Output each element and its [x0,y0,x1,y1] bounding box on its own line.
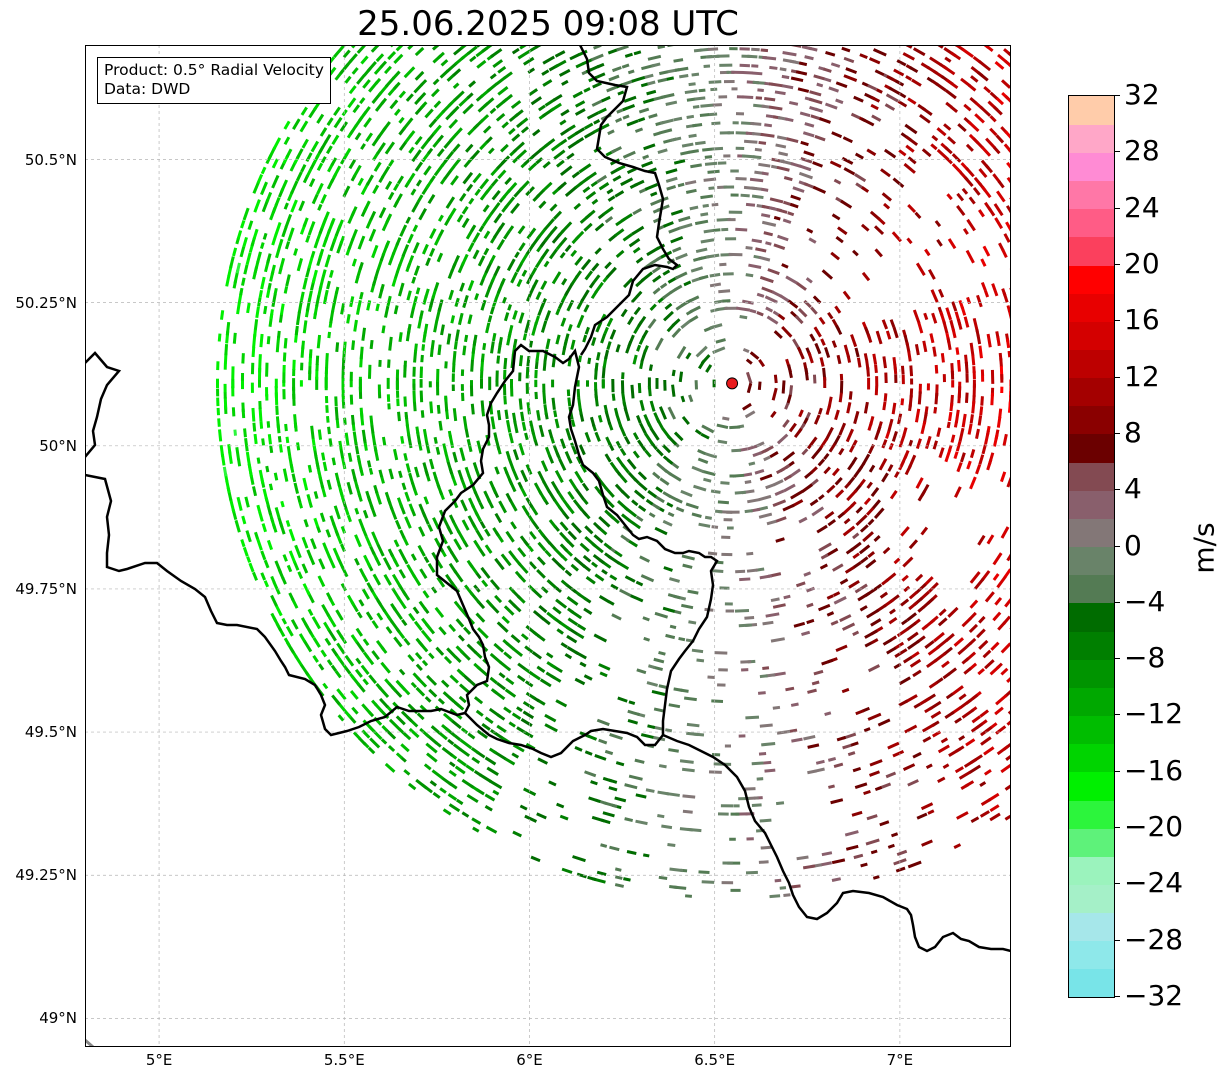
colorbar-segment [1069,856,1114,885]
colorbar-segment [1069,602,1114,632]
border-line-west-tail [85,1038,94,1047]
lat-tick-label: 49.5°N [24,723,77,742]
colorbar-segment [1069,490,1114,519]
colorbar-segment [1069,771,1114,801]
colorbar-tick-label: −32 [1124,979,1184,1012]
border-line-lux-south [464,712,664,759]
colorbar-segment [1069,208,1114,238]
colorbar-tick-label: 12 [1124,359,1160,393]
colorbar-tick-mark [1114,545,1120,547]
colorbar-segment [1069,349,1114,379]
colorbar-segment [1069,940,1114,970]
colorbar-tick-label: 20 [1124,246,1160,280]
colorbar-tick-label: 28 [1124,134,1160,168]
colorbar-tick-mark [1114,714,1120,716]
colorbar-tick-label: −4 [1124,584,1166,618]
radar-map-canvas [85,45,1011,1047]
colorbar-tick-mark [1114,770,1120,772]
data-source-label: Data: DWD [104,80,191,98]
colorbar-segment [1069,546,1114,576]
lon-tick-label: 7°E [886,1051,914,1069]
colorbar-tick-label: 4 [1124,472,1142,506]
colorbar-segment [1069,518,1114,548]
colorbar-segment [1069,828,1114,857]
lat-tick-label: 50.5°N [24,150,77,169]
colorbar-tick-mark [1114,883,1120,885]
radar-site-layer [726,377,739,390]
colorbar-tick-label: 8 [1124,415,1142,449]
colorbar-tick-label: 0 [1124,528,1142,562]
colorbar-tick-label: −28 [1124,922,1184,956]
colorbar-tick-mark [1114,320,1120,322]
country-borders [85,45,1011,1047]
lat-tick-label: 50.25°N [15,293,77,312]
colorbar-tick-label: −16 [1124,753,1184,787]
colorbar-tick-mark [1114,601,1120,603]
graticule [85,45,1011,1047]
colorbar-tick-mark [1114,263,1120,265]
radial-velocity-layer [216,45,1011,899]
colorbar-segment [1069,377,1114,407]
colorbar-segment [1069,264,1114,294]
colorbar-tick-label: 24 [1124,190,1160,224]
lon-tick-label: 5°E [145,1051,173,1069]
border-line-luxembourg [435,343,719,735]
velocity-colorbar [1068,95,1115,998]
colorbar-tick-label: −8 [1124,641,1166,675]
radar-site-marker[interactable] [726,377,739,390]
colorbar-segment [1069,124,1114,153]
colorbar-segment [1069,799,1114,829]
colorbar-tick-mark [1114,207,1120,209]
border-line-west [85,351,122,458]
colorbar-segment [1069,96,1114,125]
colorbar-segment [1069,630,1114,660]
border-line-belgium-france [85,473,466,737]
product-info-box: Product: 0.5° Radial Velocity Data: DWD [97,57,331,104]
colorbar-segment [1069,687,1114,717]
colorbar-segment [1069,405,1114,435]
colorbar-tick-label: −12 [1124,697,1184,731]
colorbar-tick-mark [1114,827,1120,829]
colorbar-segment [1069,968,1114,997]
colorbar-tick-mark [1114,996,1120,997]
lat-tick-label: 49.75°N [15,579,77,598]
colorbar-tick-mark [1114,489,1120,491]
colorbar-segment [1069,743,1114,773]
lat-tick-label: 49.25°N [15,866,77,885]
lat-tick-label: 49°N [39,1009,77,1028]
border-line-france-germany [662,733,1011,953]
colorbar-segment [1069,293,1114,322]
radar-map[interactable] [85,45,1011,1047]
colorbar-segment [1069,715,1114,745]
colorbar-segment [1069,884,1114,914]
border-line-germany-east [578,45,679,356]
lon-tick-label: 6.5°E [694,1051,736,1069]
colorbar-segment [1069,152,1114,182]
lon-tick-label: 5.5°E [323,1051,365,1069]
colorbar-tick-mark [1114,95,1120,96]
colorbar-segment [1069,433,1114,463]
colorbar-segment [1069,236,1114,266]
lon-tick-label: 6°E [516,1051,543,1069]
colorbar-tick-mark [1114,432,1120,434]
colorbar-tick-label: 32 [1124,78,1160,111]
colorbar-segment [1069,462,1114,491]
colorbar-segment [1069,659,1114,688]
colorbar-tick-mark [1114,939,1120,941]
product-label: Product: 0.5° Radial Velocity [104,61,324,79]
lat-tick-label: 50°N [39,436,77,455]
colorbar-tick-label: 16 [1124,303,1160,337]
colorbar-segment [1069,574,1114,604]
colorbar-tick-mark [1114,376,1120,378]
colorbar-tick-mark [1114,151,1120,153]
colorbar-tick-label: −24 [1124,866,1184,900]
colorbar-segment [1069,180,1114,210]
colorbar-tick-mark [1114,658,1120,660]
map-title: 25.06.2025 09:08 UTC [357,4,739,44]
colorbar-segment [1069,321,1114,350]
colorbar-tick-label: −20 [1124,810,1184,844]
colorbar-unit-label: m/s [1187,522,1221,574]
colorbar-segment [1069,912,1114,942]
